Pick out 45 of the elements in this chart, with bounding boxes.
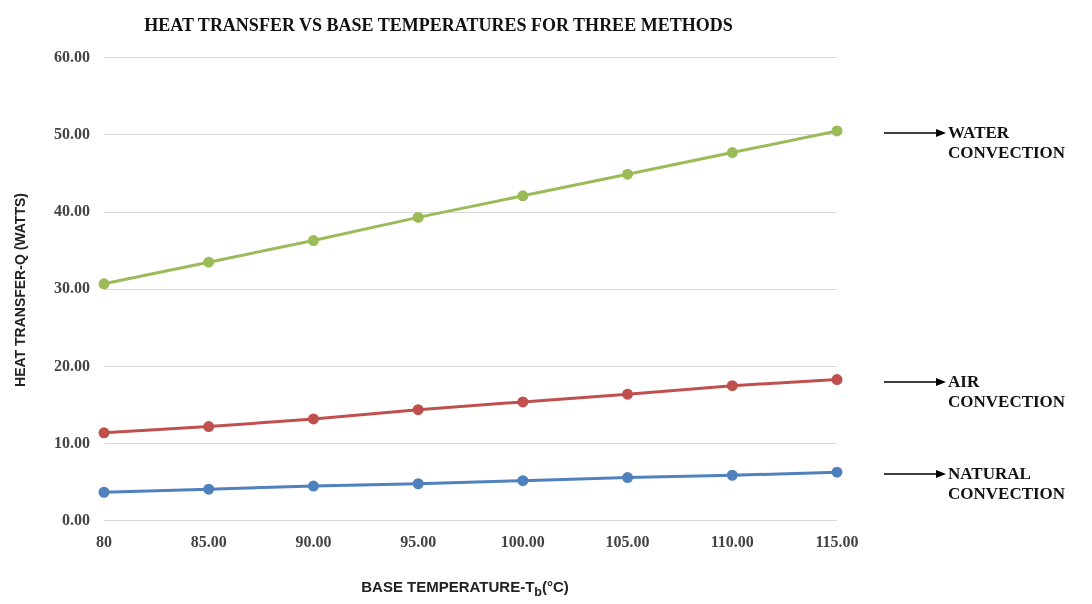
text: AIR CONVECTION	[948, 371, 1067, 412]
point	[517, 475, 529, 487]
y-tick-label: 0.00	[62, 510, 90, 528]
point	[98, 486, 110, 498]
point	[203, 421, 215, 433]
point	[831, 466, 843, 478]
y-tick-label: 50.00	[54, 124, 90, 142]
y-tick-label: 60.00	[54, 47, 90, 65]
x-tick-label: 115.00	[815, 532, 859, 550]
point	[622, 388, 634, 400]
point	[831, 125, 843, 137]
point	[622, 168, 634, 180]
point	[307, 480, 319, 492]
point	[307, 413, 319, 425]
point	[622, 472, 634, 484]
point	[307, 235, 319, 247]
x-tick-label: 95.00	[400, 532, 437, 550]
point	[412, 478, 424, 490]
x-axis-title: BASE TEMPERATURE-T$_{b}$(°C)	[360, 578, 570, 599]
point	[831, 374, 843, 386]
x-tick-label: 100.00	[500, 532, 545, 550]
x-tick-label: 90.00	[295, 532, 332, 550]
text: NATURAL CONVECTION	[948, 464, 1067, 505]
point	[98, 278, 110, 290]
point	[203, 483, 215, 495]
point	[98, 427, 110, 439]
y-tick-label: 40.00	[54, 202, 90, 220]
point	[517, 190, 529, 202]
point	[203, 256, 215, 268]
text: WATER CONVECTION	[948, 122, 1067, 163]
y-tick-label: 20.00	[54, 356, 90, 374]
y-tick-label: 30.00	[54, 279, 90, 297]
point	[517, 396, 529, 408]
y-axis-title: HEAT TRANSFER-Q (WATTS)	[12, 193, 28, 387]
point	[726, 380, 738, 392]
point	[726, 469, 738, 481]
x-tick-label: 85.00	[190, 532, 227, 550]
y-tick-label: 10.00	[54, 433, 90, 451]
x-tick-label: 110.00	[710, 532, 754, 550]
x-tick-label: 105.00	[605, 532, 650, 550]
chart-title: HEAT TRANSFER VS BASE TEMPERATURES FOR THREE METHODS	[144, 15, 733, 36]
point	[412, 404, 424, 416]
x-tick-label: 80	[96, 532, 112, 550]
point	[412, 211, 424, 223]
point	[726, 147, 738, 159]
